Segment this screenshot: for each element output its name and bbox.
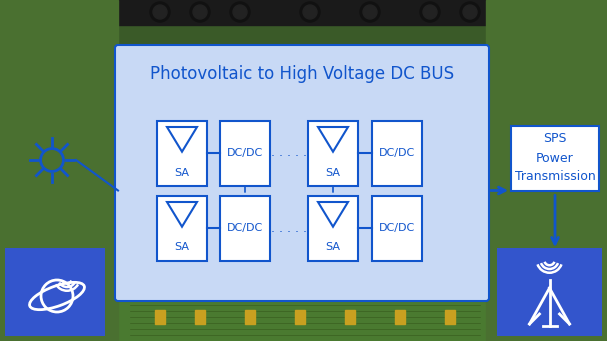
Bar	[245, 310, 255, 324]
Bar	[220, 195, 270, 261]
Bar	[118, 0, 488, 25]
Circle shape	[153, 5, 167, 19]
Bar	[157, 195, 207, 261]
Text: DC/DC: DC/DC	[227, 223, 263, 233]
Circle shape	[360, 2, 380, 22]
Bar	[511, 125, 599, 191]
Text: SA: SA	[174, 242, 189, 252]
Polygon shape	[167, 127, 197, 152]
Circle shape	[190, 2, 210, 22]
Circle shape	[463, 5, 477, 19]
Bar	[395, 310, 405, 324]
Circle shape	[233, 5, 247, 19]
Circle shape	[363, 5, 377, 19]
Bar	[308, 195, 358, 261]
Polygon shape	[318, 202, 348, 227]
Bar	[220, 120, 270, 186]
Bar	[445, 310, 455, 324]
Bar	[372, 120, 422, 186]
Circle shape	[150, 2, 170, 22]
Circle shape	[460, 2, 480, 22]
Text: DC/DC: DC/DC	[379, 223, 415, 233]
Circle shape	[300, 2, 320, 22]
Bar	[295, 310, 305, 324]
Bar	[345, 310, 355, 324]
Circle shape	[420, 2, 440, 22]
Bar	[486, 0, 607, 341]
Bar	[195, 310, 205, 324]
Bar	[497, 248, 602, 336]
Text: . . . . .: . . . . .	[271, 222, 307, 235]
Bar	[118, 0, 488, 48]
Text: SA: SA	[325, 167, 341, 178]
Text: . . . . .: . . . . .	[271, 147, 307, 160]
Text: SA: SA	[325, 242, 341, 252]
Text: DC/DC: DC/DC	[379, 148, 415, 158]
Text: SPS
Power
Transmission: SPS Power Transmission	[515, 133, 595, 183]
Bar	[157, 120, 207, 186]
Circle shape	[193, 5, 207, 19]
Circle shape	[230, 2, 250, 22]
Text: Photovoltaic to High Voltage DC BUS: Photovoltaic to High Voltage DC BUS	[150, 65, 454, 83]
Polygon shape	[167, 202, 197, 227]
Bar	[118, 298, 488, 341]
Bar	[372, 195, 422, 261]
Bar	[0, 0, 118, 341]
Text: DC/DC: DC/DC	[227, 148, 263, 158]
FancyBboxPatch shape	[115, 45, 489, 301]
Bar	[5, 248, 105, 336]
Polygon shape	[318, 127, 348, 152]
Circle shape	[303, 5, 317, 19]
Bar	[308, 120, 358, 186]
Text: SA: SA	[174, 167, 189, 178]
Bar	[155, 310, 165, 324]
Circle shape	[423, 5, 437, 19]
